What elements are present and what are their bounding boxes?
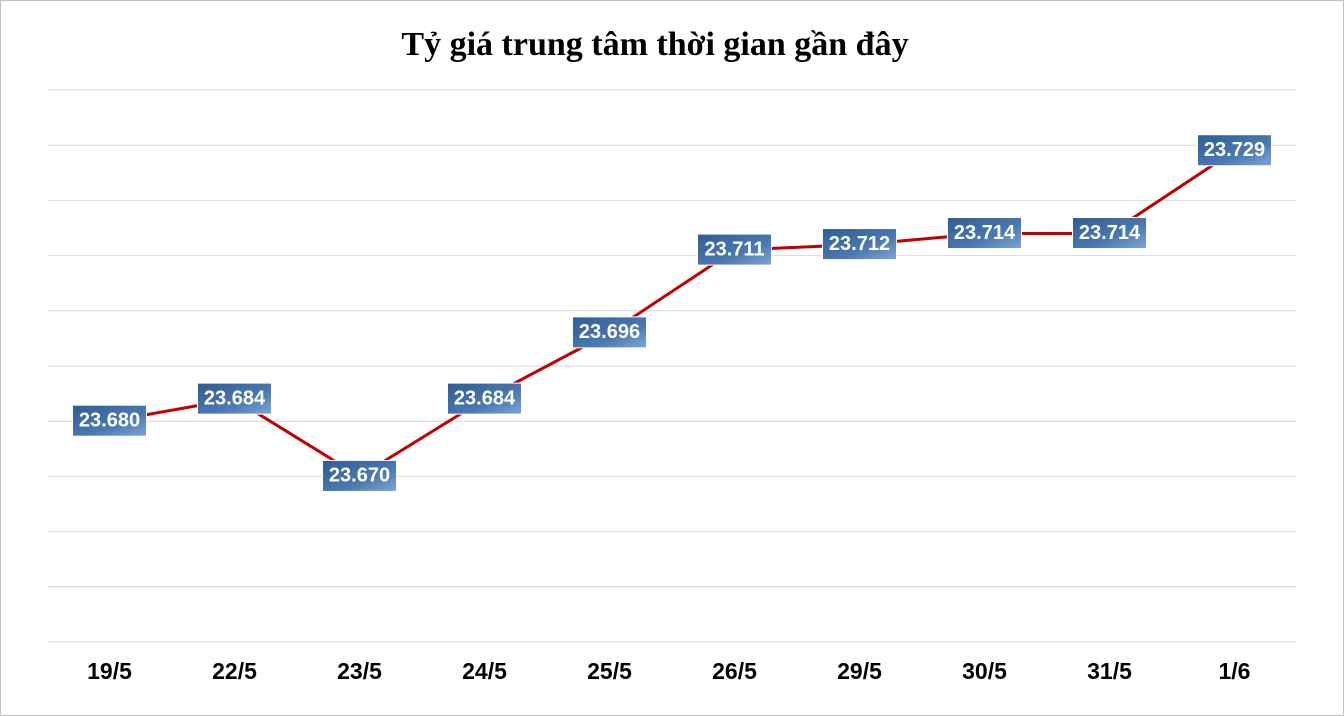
value-label-box — [1072, 217, 1147, 250]
value-label: 23.684 — [204, 387, 266, 409]
value-label-box — [947, 217, 1022, 250]
x-tick-label: 30/5 — [962, 658, 1007, 684]
value-label-box — [322, 459, 397, 492]
x-tick-label: 22/5 — [212, 658, 257, 684]
value-label: 23.714 — [954, 222, 1016, 244]
value-label: 23.714 — [1079, 222, 1141, 244]
x-tick-label: 31/5 — [1087, 658, 1132, 684]
value-label-box — [447, 382, 522, 415]
x-tick-label: 1/6 — [1219, 658, 1251, 684]
value-label-box — [197, 382, 272, 415]
value-label-box — [822, 228, 897, 261]
chart-title: Tỷ giá trung tâm thời gian gần đây — [401, 26, 908, 63]
x-tick-label: 24/5 — [462, 658, 507, 684]
value-label: 23.670 — [329, 465, 390, 487]
value-label: 23.711 — [704, 238, 764, 260]
value-label-box — [572, 316, 647, 349]
value-label: 23.696 — [579, 321, 640, 343]
value-label: 23.729 — [1204, 139, 1265, 161]
value-label-box — [1197, 134, 1272, 167]
value-label-box — [697, 233, 772, 266]
value-label: 23.712 — [829, 233, 890, 255]
x-tick-label: 25/5 — [587, 658, 632, 684]
value-label-box — [72, 404, 147, 437]
x-tick-label: 26/5 — [712, 658, 757, 684]
x-tick-label: 19/5 — [87, 658, 132, 684]
x-tick-label: 29/5 — [837, 658, 882, 684]
value-label: 23.684 — [454, 387, 516, 409]
line — [109, 149, 1236, 478]
value-label: 23.680 — [79, 409, 140, 431]
x-tick-label: 23/5 — [337, 658, 382, 684]
